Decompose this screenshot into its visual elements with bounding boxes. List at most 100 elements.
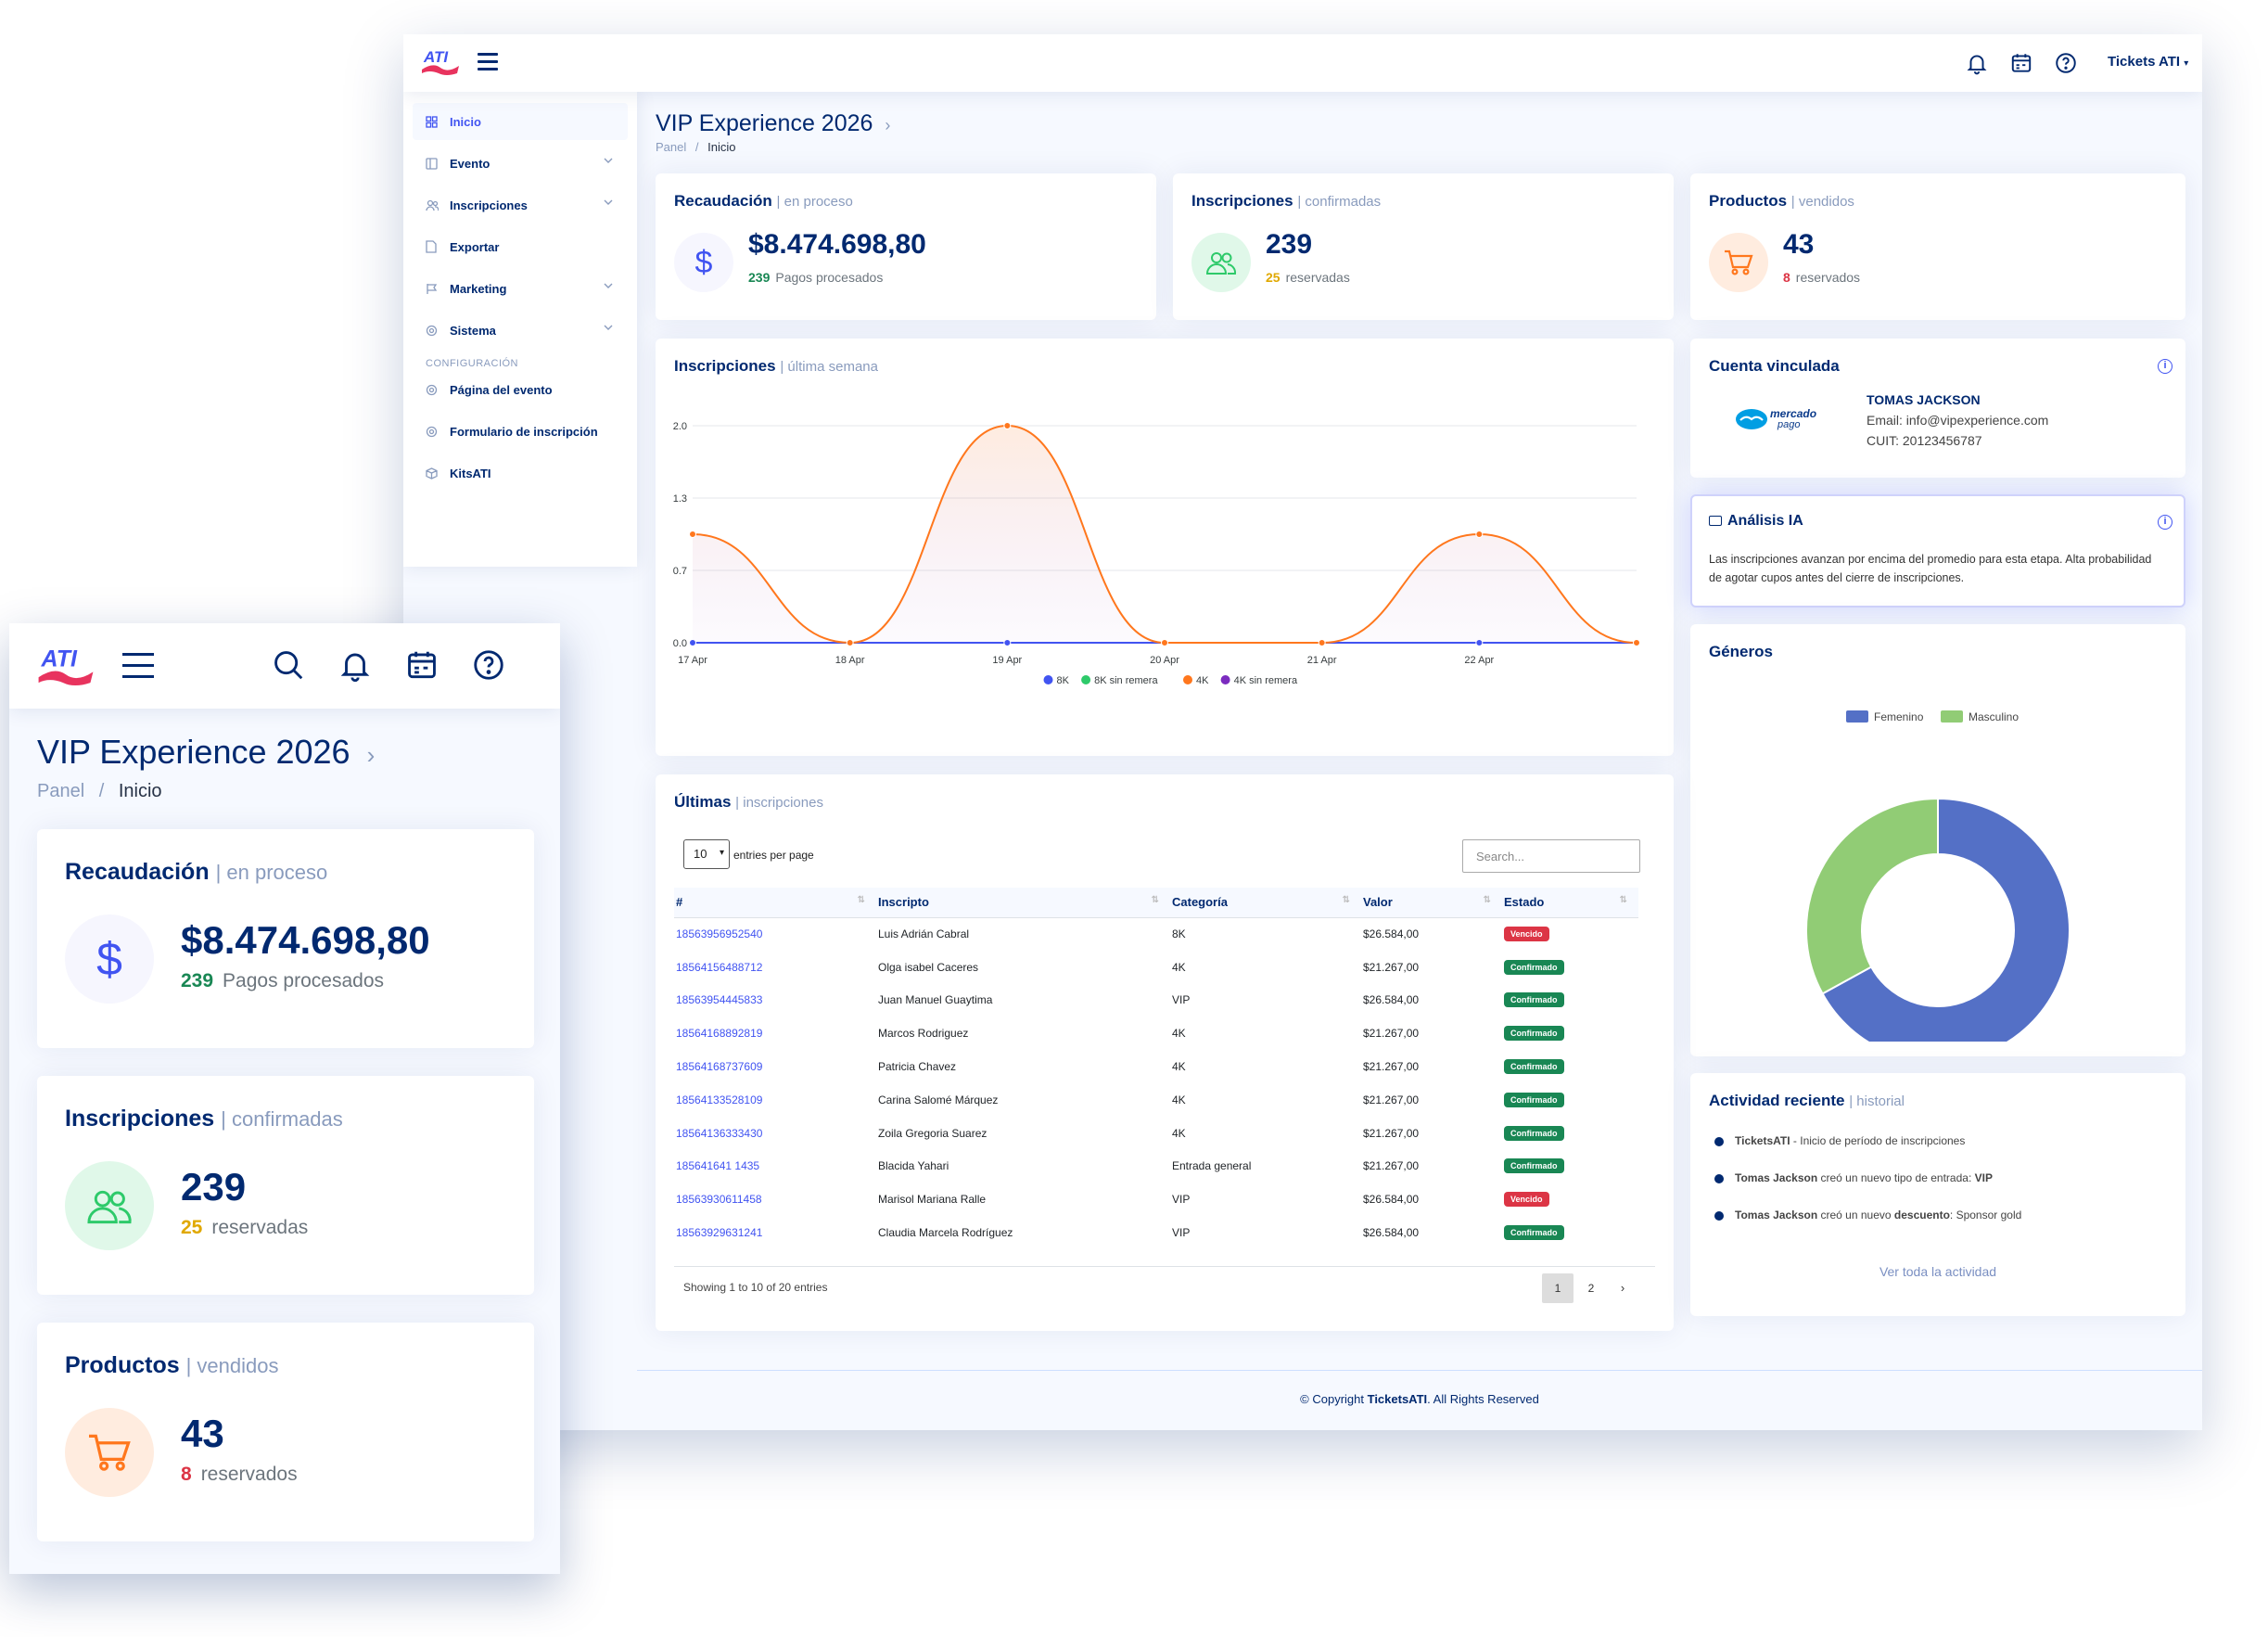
kpi-meta: 25 reservadas [181,1217,309,1238]
registrant-name: Claudia Marcela Rodríguez [878,1226,1013,1240]
registration-id-link[interactable]: 18563929631241 [676,1226,763,1240]
sort-icon: ⇅ [1342,895,1350,906]
sidebar-item-inscripciones[interactable]: Inscripciones [413,186,628,224]
registrant-name: Patricia Chavez [878,1060,957,1074]
category: 4K [1172,1093,1186,1106]
category: 4K [1172,1060,1186,1074]
column-estado[interactable]: Estado ⇅ [1502,888,1638,918]
amount: $26.584,00 [1363,1226,1420,1240]
sidebar-item-pagina-evento[interactable]: Página del evento [413,371,628,408]
search-icon[interactable] [271,647,306,683]
calendar-icon[interactable] [2009,51,2033,75]
sidebar-item-inicio[interactable]: Inicio [413,103,628,140]
data-point [1475,531,1484,538]
column-inscripto[interactable]: Inscripto ⇅ [876,888,1170,918]
sidebar-item-sistema[interactable]: Sistema [413,312,628,349]
registration-id-link[interactable]: 18563954445833 [676,993,763,1007]
status-cell: Confirmado [1502,1083,1638,1117]
table-row[interactable]: 185641641 1435 Blacida Yahari Entrada gene… [674,1150,1638,1183]
registration-id-link[interactable]: 18563956952540 [676,927,763,941]
box-icon [426,467,439,480]
card-title: Actividad reciente | historial [1709,1092,1905,1109]
table-row[interactable]: 18563930611458 Marisol Mariana Ralle VIP $2… [674,1183,1638,1216]
kpi-meta: 8 reservados [1783,270,1861,285]
page-title-text: VIP Experience 2026 [656,110,873,136]
registration-id-link[interactable]: 18564133528109 [676,1093,763,1106]
info-icon[interactable]: i [2158,515,2172,530]
data-point [689,531,696,538]
registration-id-link[interactable]: 185641641 1435 [676,1159,760,1173]
column-id[interactable]: # ⇅ [674,888,876,918]
sidebar-item-marketing[interactable]: Marketing [413,270,628,307]
next-page-button[interactable]: › [1620,1281,1625,1295]
sidebar-item-label: Marketing [450,281,507,296]
legend-label: Femenino [1874,710,1924,723]
search-input[interactable]: Search... [1462,839,1640,873]
category: 4K [1172,960,1186,974]
calendar-icon[interactable] [404,647,440,683]
info-icon[interactable]: i [2158,359,2172,374]
help-icon[interactable] [2054,51,2078,75]
chevron-right-icon: › [885,116,891,134]
table-row[interactable]: 18564136333430 Zoila Gregoria Suarez 4K $21… [674,1117,1638,1150]
sidebar-item-formulario[interactable]: Formulario de inscripción [413,413,628,450]
ati-logo[interactable]: ATI [35,642,96,688]
legend-label: 4K sin remera [1234,675,1298,686]
see-all-activity-link[interactable]: Ver toda la actividad [1879,1264,1997,1279]
kpi-recaudacion-card: Recaudación | en proceso $ $8.474.698,80… [37,829,534,1048]
registration-id-link[interactable]: 18563930611458 [676,1193,762,1207]
table-row[interactable]: 18564156488712 Olga isabel Caceres 4K $21.2… [674,951,1638,984]
sidebar-item-label: Inscripciones [450,198,528,212]
registration-id-link[interactable]: 18564156488712 [676,960,763,974]
footer-divider [637,1370,2202,1371]
table-row[interactable]: 18563956952540 Luis Adrián Cabral 8K $26.58… [674,917,1638,951]
bell-icon[interactable] [1965,51,1989,75]
sidebar-item-evento[interactable]: Evento [413,145,628,182]
menu-toggle-icon[interactable] [122,653,154,678]
footer-brand[interactable]: TicketsATI [1367,1392,1428,1406]
ai-analysis-card: Análisis IA i Las inscripciones avanzan … [1690,494,2185,607]
menu-toggle-icon[interactable] [478,53,498,70]
sidebar-item-exportar[interactable]: Exportar [413,228,628,265]
legend-label: 4K [1196,675,1209,686]
registrant-name: Olga isabel Caceres [878,960,979,974]
table-row[interactable]: 18564168737609 Patricia Chavez 4K $21.267,0… [674,1050,1638,1083]
registrant-name: Luis Adrián Cabral [878,927,970,941]
table-row[interactable]: 18564133528109 Carina Salomé Márquez 4K $21… [674,1083,1638,1117]
amount: $26.584,00 [1363,927,1420,941]
profile-dropdown[interactable]: Tickets ATI ▾ [2108,54,2188,70]
column-categoria[interactable]: Categoría ⇅ [1170,888,1361,918]
x-tick-label: 17 Apr [678,655,707,666]
entries-value: 10 [694,847,707,861]
registration-id-link[interactable]: 18564168892819 [676,1027,763,1041]
page-title: VIP Experience 2026 › [656,110,890,137]
bell-icon[interactable] [338,647,373,683]
status-cell: Confirmado [1502,1216,1638,1249]
kpi-meta: 25 reservadas [1266,270,1350,285]
kpi-value: $8.474.698,80 [748,229,926,260]
status-badge: Vencido [1504,1192,1549,1208]
mercadopago-logo: mercado pago [1735,403,1824,437]
breadcrumb-panel[interactable]: Panel [656,140,687,154]
data-point [1161,639,1168,646]
page-1-button[interactable]: 1 [1542,1273,1574,1303]
breadcrumb-separator: / [694,140,699,154]
table-row[interactable]: 18563954445833 Juan Manuel Guaytima VIP $26… [674,984,1638,1017]
help-icon[interactable] [471,647,506,683]
series-area [693,426,1637,643]
page-2-button[interactable]: 2 [1587,1282,1595,1295]
ati-logo[interactable]: ATI [420,45,461,77]
legend-marker [1043,675,1053,684]
amount: $21.267,00 [1363,1159,1420,1173]
column-valor[interactable]: Valor ⇅ [1361,888,1502,918]
divider [674,1266,1655,1267]
robot-icon [1709,516,1722,526]
sidebar-item-kitsati[interactable]: KitsATI [413,454,628,492]
entries-select[interactable]: 10 ▾ [683,839,730,869]
breadcrumb-panel[interactable]: Panel [37,781,85,801]
amount: $26.584,00 [1363,993,1420,1007]
table-row[interactable]: 18563929631241 Claudia Marcela Rodríguez V… [674,1216,1638,1249]
registration-id-link[interactable]: 18564136333430 [676,1126,763,1140]
table-row[interactable]: 18564168892819 Marcos Rodriguez 4K $21.267,… [674,1017,1638,1050]
registration-id-link[interactable]: 18564168737609 [676,1060,763,1074]
